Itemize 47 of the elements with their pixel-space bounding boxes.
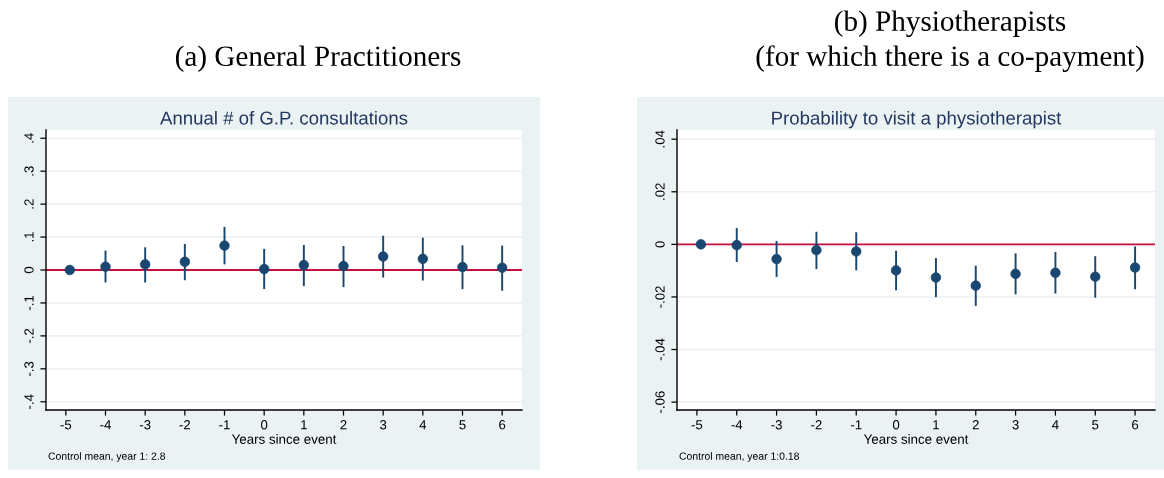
x-tick-label: -3 — [139, 420, 151, 430]
y-tick-label: -.4 — [24, 394, 34, 409]
y-tick-label: -.1 — [24, 295, 34, 311]
y-tick-label: .4 — [24, 133, 34, 143]
x-tick-label: 0 — [892, 420, 900, 430]
y-tick-label: 0 — [24, 266, 34, 274]
x-tick-label: -1 — [850, 420, 862, 430]
y-tick-label: .3 — [24, 166, 34, 176]
x-tick-label: -5 — [60, 420, 72, 430]
y-tick-label: -.06 — [655, 391, 665, 413]
text: Control mean, year 1: 2.8 — [48, 452, 166, 462]
y-tick-label: 0 — [655, 241, 665, 248]
x-tick-label: 4 — [419, 420, 427, 430]
y-tick-label: -.02 — [655, 286, 665, 308]
text: Control mean, year 1:0.18 — [679, 452, 799, 462]
x-tick-label: 6 — [1132, 420, 1139, 430]
x-tick-label: 5 — [459, 420, 466, 430]
x-tick-label: 1 — [933, 420, 939, 430]
x-tick-label: -1 — [219, 420, 230, 430]
x-tick-label: 3 — [380, 420, 387, 430]
x-tick-label: 2 — [340, 420, 347, 430]
x-tick-label: 1 — [301, 420, 307, 430]
x-tick-label: 4 — [1052, 420, 1059, 430]
x-tick-label: -5 — [691, 420, 703, 430]
x-tick-label: 6 — [499, 420, 506, 430]
y-tick-label: .02 — [655, 183, 665, 200]
x-tick-label: -2 — [179, 420, 191, 430]
x-axis-title: Years since event — [231, 434, 337, 444]
y-tick-label: -.3 — [24, 361, 34, 376]
x-tick-label: 0 — [261, 420, 268, 430]
x-tick-label: -3 — [771, 420, 782, 430]
chart-subtitle: Annual # of G.P. consultations — [160, 110, 408, 125]
y-tick-label: -.2 — [24, 328, 34, 343]
x-tick-label: -4 — [100, 420, 111, 430]
y-tick-label: .04 — [655, 130, 665, 148]
chart-subtitle: Probability to visit a physiotherapist — [772, 110, 1062, 129]
x-tick-label: 5 — [1092, 420, 1099, 430]
y-tick-label: -.04 — [655, 338, 665, 361]
x-tick-label: 3 — [1012, 420, 1019, 430]
x-tick-label: -4 — [731, 420, 743, 430]
y-tick-label: .2 — [24, 199, 34, 209]
chart-title: (b) Physiotherapists (for which there is a co-payment) — [756, 10, 1144, 72]
y-tick-label: .1 — [24, 232, 34, 242]
x-axis-title: Years since event — [863, 434, 969, 444]
chart-title: (a) General Practitioners — [175, 45, 461, 72]
x-tick-label: -2 — [811, 420, 822, 430]
x-tick-label: 2 — [972, 420, 979, 430]
